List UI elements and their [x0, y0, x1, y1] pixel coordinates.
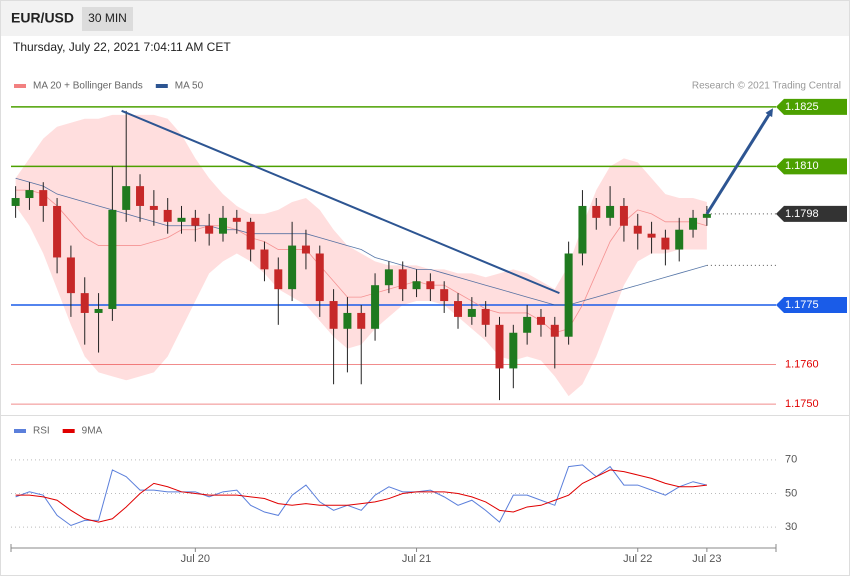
- candle-body: [232, 217, 241, 222]
- legend-swatch: [14, 429, 26, 433]
- x-tick-label: Jul 20: [181, 553, 210, 565]
- candle-body: [467, 308, 476, 317]
- level-tag: [776, 297, 847, 314]
- legend-label: RSI: [33, 426, 50, 437]
- candle-body: [260, 249, 269, 270]
- legend-label: MA 50: [175, 81, 204, 92]
- candle-body: [509, 332, 518, 369]
- legend-swatch: [14, 84, 26, 88]
- candle-body: [536, 316, 545, 325]
- level-tag: [776, 205, 847, 222]
- ma-line: [15, 189, 707, 334]
- x-tick-label: Jul 21: [402, 553, 431, 565]
- level-label: 1.1775: [785, 299, 819, 311]
- candle-body: [619, 205, 628, 226]
- candle-body: [592, 205, 601, 218]
- candle-body: [426, 281, 435, 290]
- legend-label: 9MA: [82, 426, 103, 437]
- x-tick-label: Jul 23: [692, 553, 721, 565]
- timeframe-box[interactable]: [82, 7, 133, 31]
- candle-body: [606, 205, 615, 218]
- candle-body: [689, 217, 698, 230]
- legend-label: MA 20 + Bollinger Bands: [33, 81, 143, 92]
- candle-body: [205, 225, 214, 234]
- candle-body: [495, 324, 504, 369]
- rsi-line: [15, 469, 707, 523]
- candle-body: [218, 217, 227, 234]
- credit: Research © 2021 Trading Central: [692, 81, 841, 92]
- candle-body: [661, 237, 670, 250]
- candle-body: [550, 324, 559, 337]
- candle-body: [384, 269, 393, 286]
- candle-body: [80, 293, 89, 313]
- subtitle: Thursday, July 22, 2021 7:04:11 AM CET: [13, 40, 231, 54]
- candle-body: [647, 233, 656, 238]
- trendline: [121, 109, 560, 295]
- candle-body: [343, 312, 352, 329]
- level-label: 1.1750: [785, 398, 819, 410]
- candle-body: [440, 289, 449, 302]
- x-tick-label: Jul 22: [623, 553, 652, 565]
- candle-body: [288, 245, 297, 290]
- level-tag: [776, 158, 847, 175]
- candle-body: [301, 245, 310, 254]
- candle-body: [11, 198, 20, 206]
- y-tick-label: 50: [785, 487, 797, 499]
- candle-body: [108, 209, 117, 309]
- candle-body: [398, 269, 407, 290]
- candle-body: [66, 257, 75, 294]
- candle-body: [39, 190, 48, 206]
- y-tick-label: 30: [785, 521, 797, 533]
- candle-body: [191, 217, 200, 226]
- candle-body: [578, 205, 587, 254]
- candle-body: [274, 269, 283, 290]
- chart-title: EUR/USD: [11, 10, 74, 26]
- candle-body: [371, 285, 380, 329]
- level-label: 1.1760: [785, 358, 819, 370]
- level-label: 1.1825: [785, 101, 819, 113]
- candle-body: [702, 213, 711, 218]
- candle-body: [25, 190, 34, 199]
- candle-body: [163, 209, 172, 222]
- candle-body: [94, 308, 103, 313]
- y-tick-label: 70: [785, 454, 797, 466]
- header-bar: [1, 1, 849, 36]
- candle-body: [523, 316, 532, 333]
- level-label: 1.1798: [785, 208, 819, 220]
- candle-body: [53, 205, 62, 258]
- candle-body: [329, 301, 338, 329]
- candle-body: [564, 253, 573, 337]
- candle-body: [177, 217, 186, 222]
- candle-body: [357, 312, 366, 329]
- candle-body: [315, 253, 324, 302]
- candle-body: [481, 308, 490, 325]
- candle-body: [633, 225, 642, 234]
- candle-body: [122, 186, 131, 210]
- candle-body: [412, 281, 421, 290]
- ma-line: [15, 177, 707, 306]
- candle-body: [454, 301, 463, 317]
- legend-swatch: [62, 429, 75, 433]
- legend-swatch: [155, 84, 168, 88]
- level-label: 1.1810: [785, 160, 819, 172]
- trendline: [705, 108, 773, 215]
- bollinger-band: [15, 114, 707, 397]
- candle-body: [136, 186, 145, 206]
- timeframe[interactable]: 30 MIN: [88, 11, 127, 25]
- level-tag: [776, 98, 847, 115]
- candle-body: [149, 205, 158, 210]
- candle-body: [675, 229, 684, 250]
- candle-body: [246, 221, 255, 250]
- rsi-line: [15, 464, 707, 527]
